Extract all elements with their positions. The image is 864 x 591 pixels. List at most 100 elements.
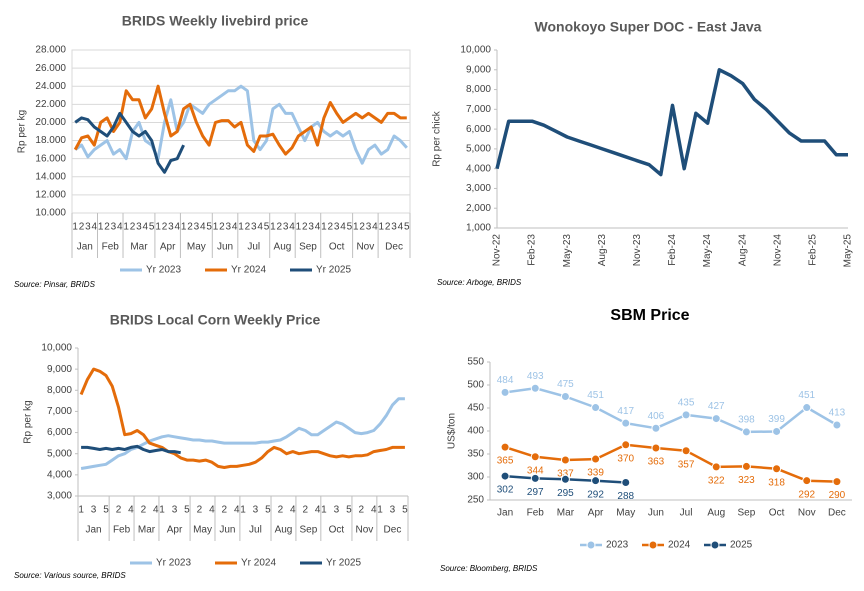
source-note: Source: Arboge, BRIDS xyxy=(437,278,522,287)
week-label: 4 xyxy=(153,505,159,516)
week-label: 4 xyxy=(340,222,346,233)
y-tick-label: 4,000 xyxy=(466,163,491,174)
week-label: 4 xyxy=(290,505,296,516)
x-tick-label: May-23 xyxy=(562,234,573,268)
point-marker xyxy=(621,418,631,428)
week-label: 2 xyxy=(328,222,334,233)
point-marker xyxy=(591,454,601,464)
month-label: Dec xyxy=(384,525,402,536)
data-label: 413 xyxy=(829,408,846,419)
y-axis-label: Rp per chick xyxy=(432,110,443,167)
point-marker xyxy=(530,473,540,483)
point-marker xyxy=(772,426,782,436)
x-tick-label: Dec xyxy=(828,508,846,519)
series-line xyxy=(73,84,407,156)
month-label: Apr xyxy=(167,525,183,536)
week-label: 5 xyxy=(206,222,212,233)
y-tick-label: 5,000 xyxy=(47,448,72,459)
point-marker xyxy=(741,427,751,437)
week-label: 1 xyxy=(123,222,129,233)
week-label: 4 xyxy=(209,505,215,516)
point-marker xyxy=(651,423,661,433)
source-note: Source: Bloomberg, BRIDS xyxy=(440,564,538,573)
series-line xyxy=(495,68,848,177)
data-label: 427 xyxy=(708,401,725,412)
series-line xyxy=(504,386,838,434)
point-marker xyxy=(621,478,631,488)
x-tick-label: Feb xyxy=(527,508,545,519)
week-label: 1 xyxy=(213,222,219,233)
x-tick-label: Sep xyxy=(738,508,756,519)
y-tick-label: 8,000 xyxy=(47,385,72,396)
data-label: 290 xyxy=(829,490,846,501)
point-marker xyxy=(802,476,812,486)
y-tick-label: 28.000 xyxy=(35,45,66,56)
chart-title: SBM Price xyxy=(610,307,689,324)
y-tick-label: 16.000 xyxy=(35,153,66,164)
data-label: 451 xyxy=(798,390,815,401)
point-marker xyxy=(500,442,510,452)
chart-title: BRIDS Local Corn Weekly Price xyxy=(110,312,321,328)
legend-label: 2023 xyxy=(606,540,629,551)
week-label: 5 xyxy=(103,505,109,516)
data-label: 399 xyxy=(768,414,785,425)
point-marker xyxy=(500,387,510,397)
point-marker xyxy=(530,383,540,393)
series-line xyxy=(504,443,837,483)
legend-label: 2024 xyxy=(668,540,691,551)
legend-label: 2025 xyxy=(730,540,753,551)
point-marker xyxy=(832,420,842,430)
week-label: 2 xyxy=(104,222,110,233)
data-label: 370 xyxy=(617,453,634,464)
month-label: Aug xyxy=(274,242,292,253)
week-label: 3 xyxy=(225,222,231,233)
week-label: 2 xyxy=(219,222,225,233)
month-label: Feb xyxy=(113,525,131,536)
series-line xyxy=(79,367,405,469)
x-tick-label: May xyxy=(616,508,635,519)
week-label: 1 xyxy=(321,505,327,516)
week-label: 1 xyxy=(98,222,104,233)
x-tick-label: Oct xyxy=(769,508,785,519)
week-label: 4 xyxy=(232,222,238,233)
week-label: 3 xyxy=(172,505,178,516)
week-label: 2 xyxy=(302,505,308,516)
week-label: 2 xyxy=(359,505,365,516)
month-label: Apr xyxy=(160,242,176,253)
week-label: 4 xyxy=(200,222,206,233)
week-label: 5 xyxy=(184,505,190,516)
week-label: 5 xyxy=(265,505,271,516)
point-marker xyxy=(711,414,721,424)
x-tick-label: Apr xyxy=(588,508,604,519)
data-label: 406 xyxy=(648,411,665,422)
data-label: 398 xyxy=(738,415,755,426)
y-tick-label: 2,000 xyxy=(466,203,491,214)
x-tick-label: Nov-24 xyxy=(772,234,783,267)
week-label: 4 xyxy=(371,505,377,516)
week-label: 2 xyxy=(276,222,282,233)
week-label: 4 xyxy=(372,222,378,233)
week-label: 3 xyxy=(253,505,259,516)
y-tick-label: 350 xyxy=(467,449,484,460)
y-axis-label: Rp per kg xyxy=(23,400,34,443)
week-label: 2 xyxy=(187,222,193,233)
data-label: 493 xyxy=(527,371,544,382)
y-tick-label: 450 xyxy=(467,403,484,414)
month-label: Jan xyxy=(77,242,93,253)
month-label: May xyxy=(193,525,212,536)
week-label: 3 xyxy=(283,222,289,233)
month-label: Jun xyxy=(217,242,233,253)
y-tick-label: 24.000 xyxy=(35,81,66,92)
week-label: 1 xyxy=(353,222,359,233)
data-label: 292 xyxy=(587,489,604,500)
week-label: 1 xyxy=(155,222,161,233)
plot-frame xyxy=(71,49,411,214)
week-label: 4 xyxy=(234,505,240,516)
data-label: 484 xyxy=(497,375,514,386)
data-label: 475 xyxy=(557,379,574,390)
week-label: 3 xyxy=(391,222,397,233)
data-label: 417 xyxy=(617,406,634,417)
x-tick-label: Jul xyxy=(680,508,693,519)
chart-title: BRIDS Weekly livebird price xyxy=(122,13,309,29)
